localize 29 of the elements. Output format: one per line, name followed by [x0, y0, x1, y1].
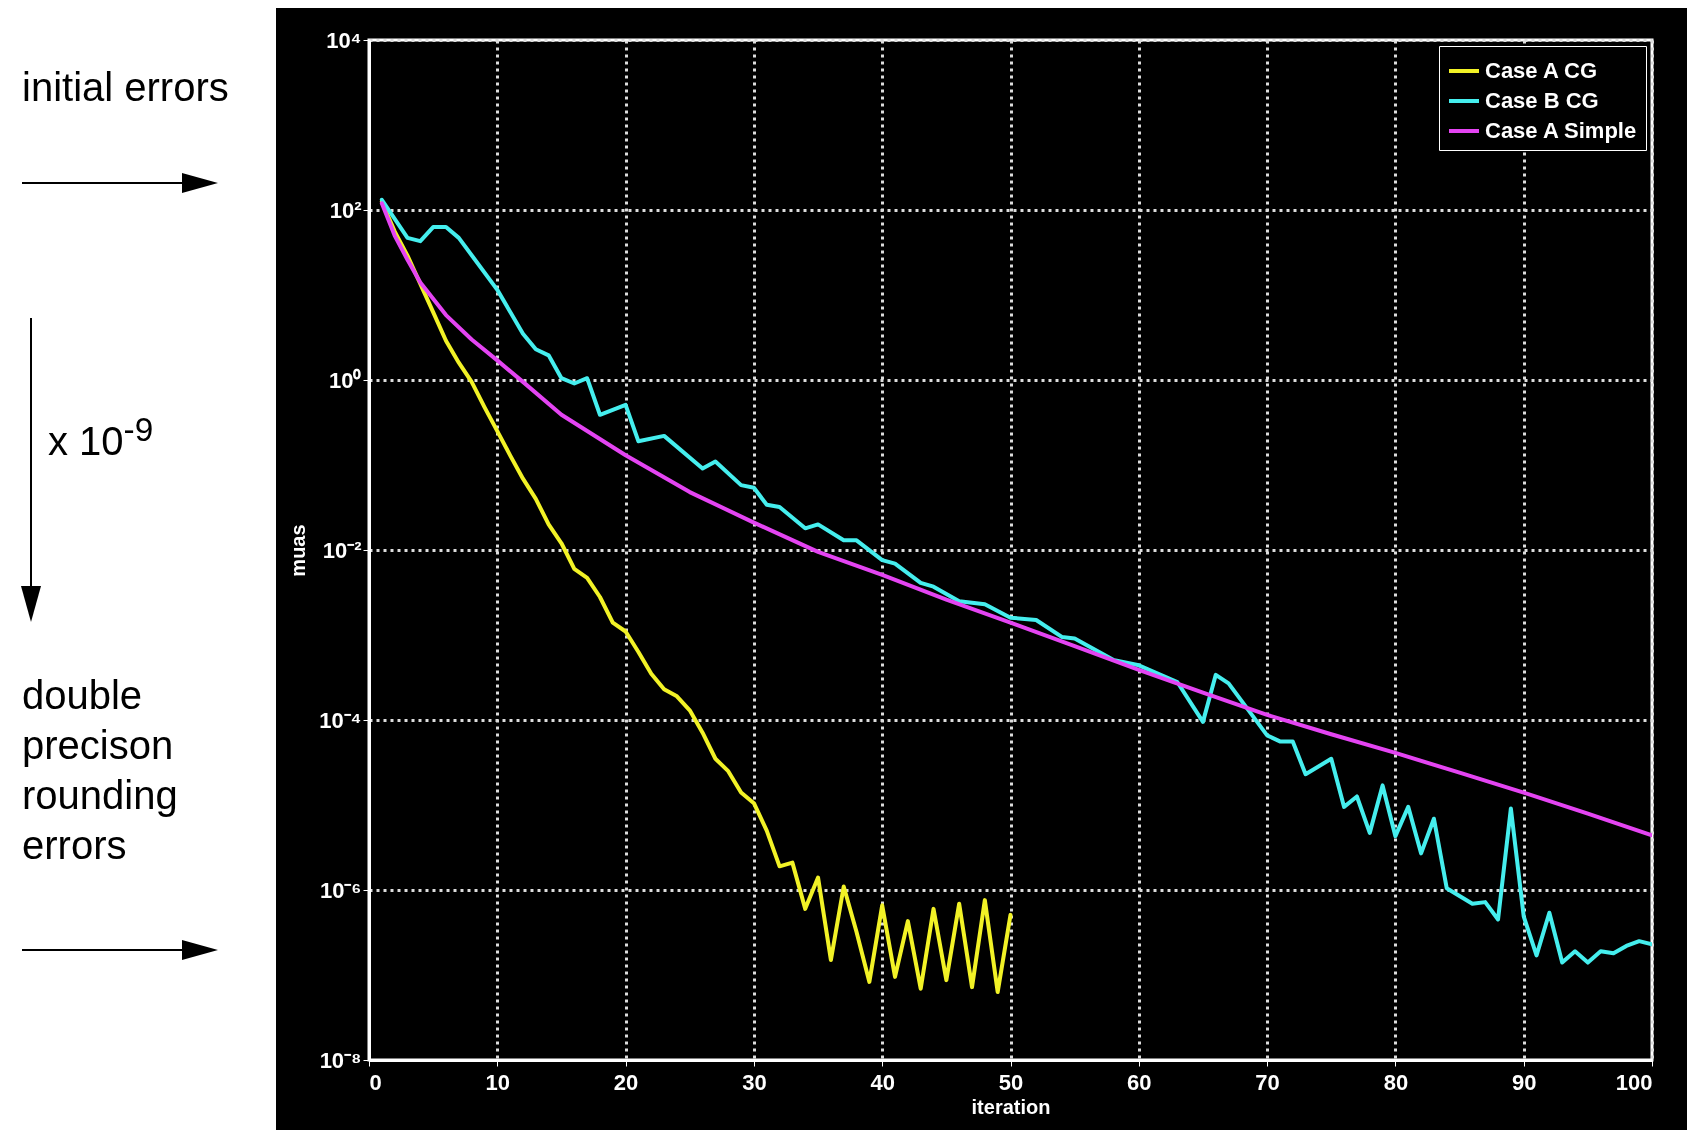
- y-tick-label: 10⁻⁶: [319, 877, 362, 903]
- x-tick-label: 90: [1511, 1069, 1537, 1095]
- x-axis-title: iteration: [971, 1095, 1051, 1118]
- line-series: [379, 201, 1652, 838]
- x-tick-label: 60: [1127, 1069, 1152, 1095]
- x-tick-label: 80: [1383, 1069, 1409, 1095]
- x-tick-label: 10: [485, 1069, 511, 1095]
- y-tick-label: 10⁰: [329, 367, 362, 393]
- legend-label: Case B CG: [1485, 88, 1599, 113]
- y-tick-label: 10²: [329, 197, 362, 223]
- line-series: [379, 197, 1652, 965]
- line-series: [379, 199, 1013, 995]
- y-tick-label: 10⁻⁸: [319, 1047, 362, 1073]
- legend-label: Case A Simple: [1485, 118, 1637, 143]
- y-tick-label: 10⁻⁴: [319, 707, 362, 733]
- x-tick-label: 20: [613, 1069, 639, 1095]
- y-axis-title: muas: [287, 524, 310, 577]
- text: double precison rounding errors: [22, 672, 179, 869]
- x-tick-label: 100: [1615, 1069, 1653, 1095]
- y-tick-label: 10⁴: [326, 27, 362, 53]
- text: initial errors: [22, 64, 230, 111]
- x-tick-label: 70: [1255, 1069, 1280, 1095]
- x-tick-label: 0: [369, 1069, 382, 1095]
- text: x 10$^{-9}$: [48, 410, 155, 466]
- y-tick-label: 10⁻²: [322, 537, 362, 563]
- x-tick-label: 40: [870, 1069, 895, 1095]
- legend-label: Case A CG: [1485, 58, 1598, 83]
- x-tick-label: 50: [998, 1069, 1024, 1095]
- x-tick-label: 30: [742, 1069, 767, 1095]
